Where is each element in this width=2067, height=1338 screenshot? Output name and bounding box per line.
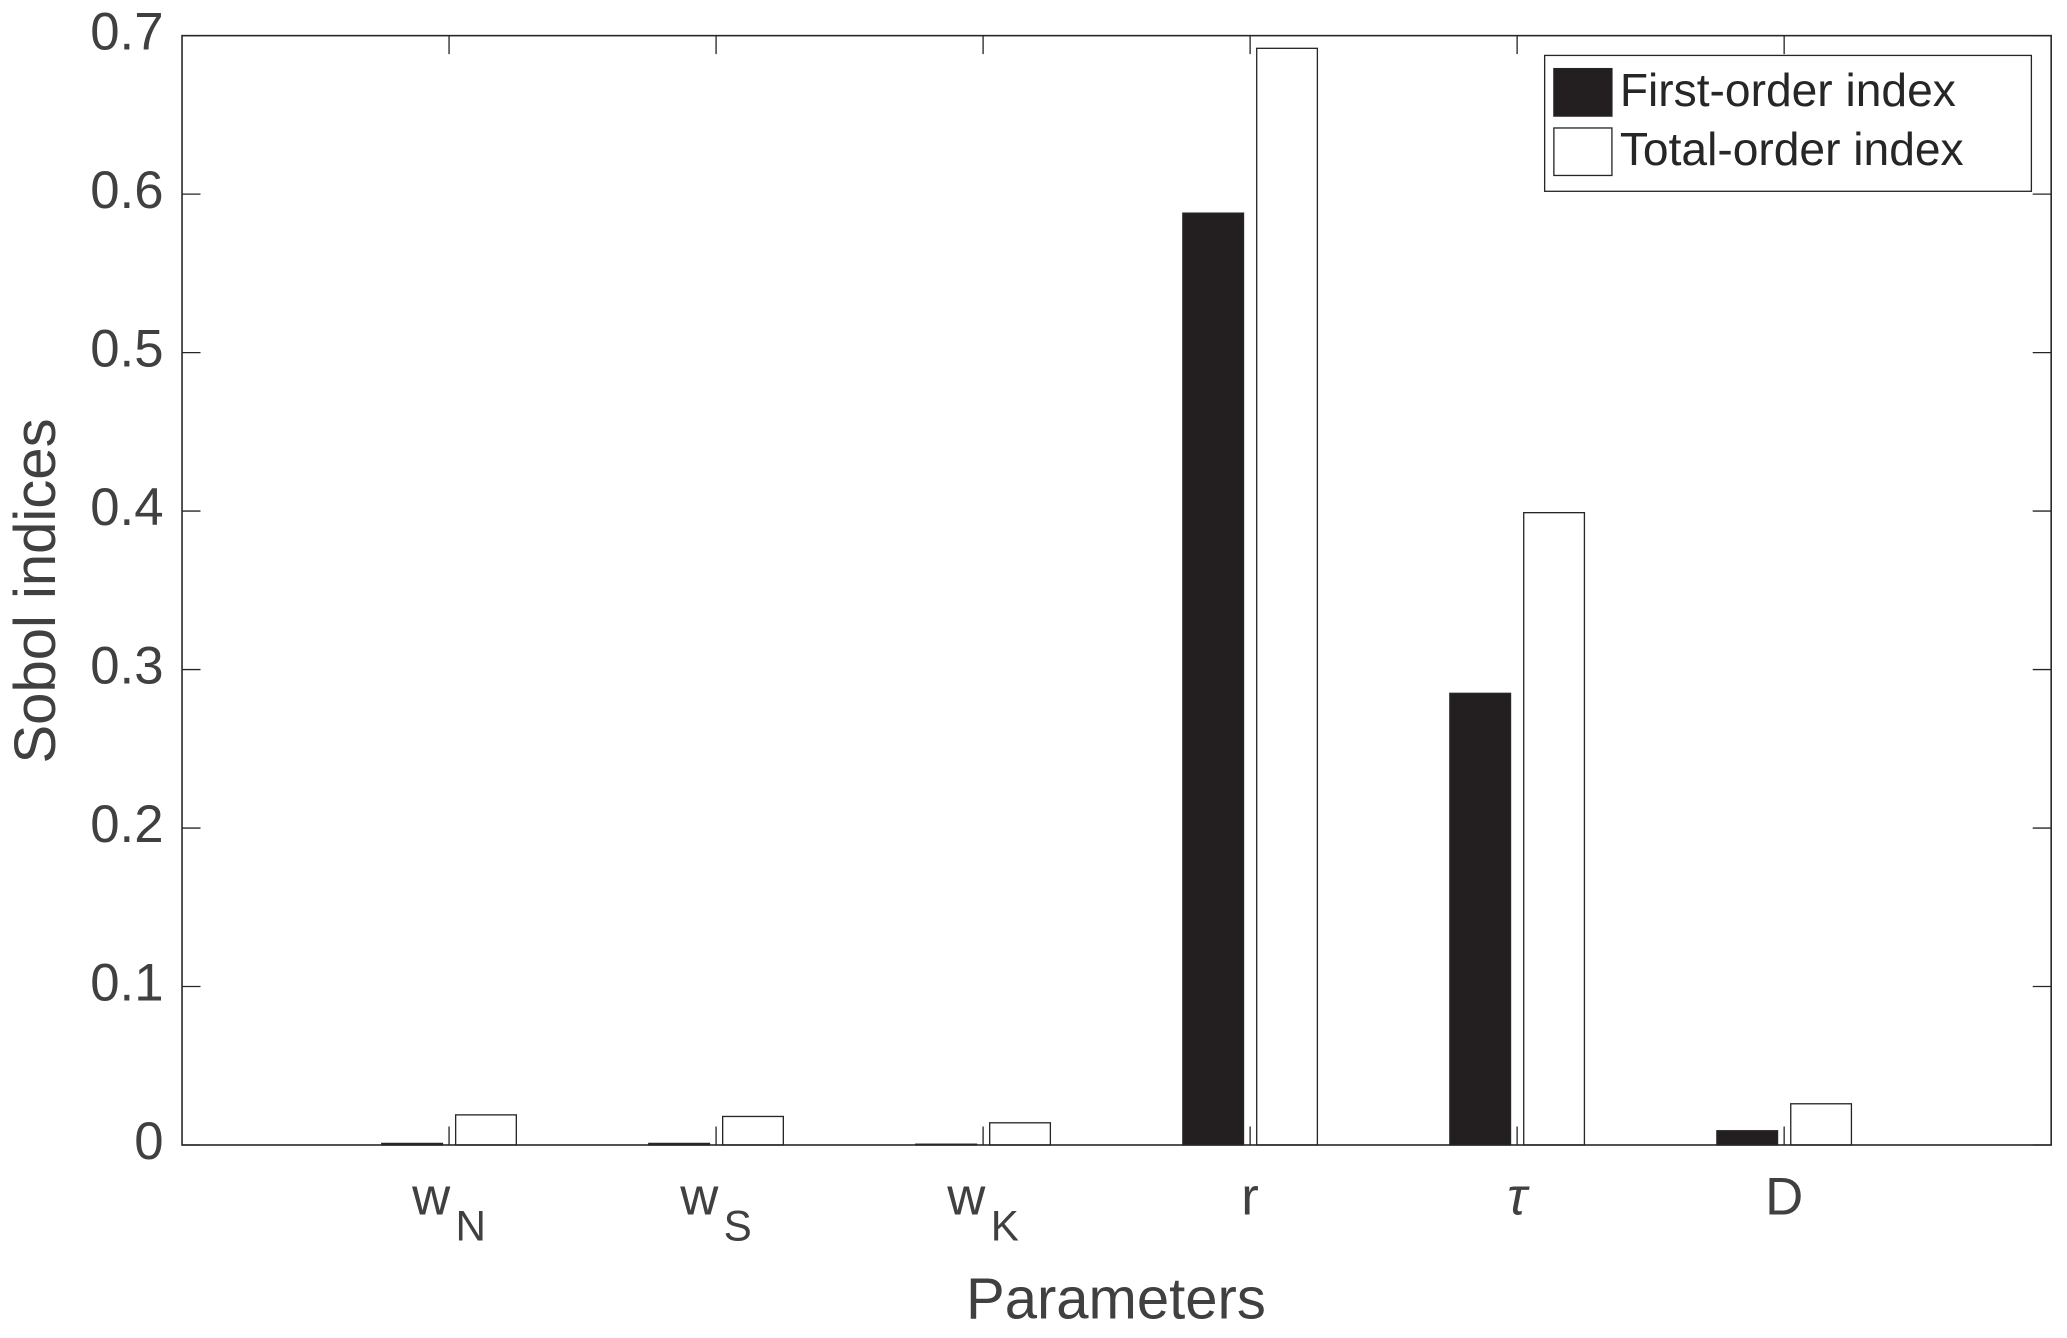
y-tick-label: 0.4	[90, 478, 163, 537]
y-tick-label: 0.3	[90, 636, 163, 695]
x-tick-label: τ	[1507, 1167, 1530, 1226]
x-axis-label: Parameters	[966, 1267, 1266, 1332]
bar	[989, 1122, 1052, 1146]
y-tick-label: 0.1	[90, 953, 163, 1012]
y-tick-label: 0	[134, 1112, 163, 1171]
bar	[454, 1114, 517, 1146]
legend-swatch	[1553, 67, 1613, 117]
bar	[1449, 692, 1512, 1146]
legend-box	[1543, 54, 2033, 192]
legend-label: First-order index	[1620, 64, 1956, 116]
y-tick-label: 0.7	[90, 3, 163, 62]
y-tick-label: 0.2	[90, 795, 163, 854]
y-axis-label: Sobol indices	[3, 418, 68, 763]
bar	[1523, 512, 1586, 1146]
bar	[1790, 1103, 1853, 1146]
y-tick-label: 0.5	[90, 320, 163, 379]
bar	[1256, 47, 1319, 1146]
bar	[1182, 212, 1245, 1146]
legend-label: Total-order index	[1620, 123, 1964, 175]
legend-swatch	[1553, 127, 1613, 177]
x-tick-label: D	[1765, 1167, 1803, 1226]
y-tick-label: 0.6	[90, 161, 163, 220]
bar	[1716, 1130, 1779, 1146]
bar	[722, 1115, 785, 1146]
x-tick-label: r	[1241, 1167, 1259, 1226]
axes-box	[181, 34, 2052, 1146]
